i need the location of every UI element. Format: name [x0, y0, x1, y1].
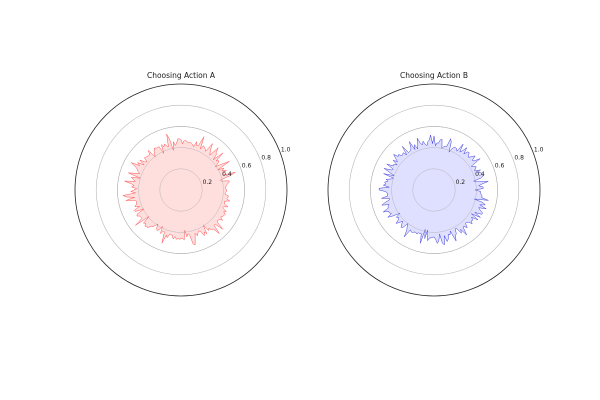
- grid-ring: [95, 104, 267, 276]
- rtick-label: 0.6: [495, 163, 505, 170]
- series-area-path: [122, 133, 236, 246]
- rtick-label: 0.2: [203, 179, 213, 186]
- outer-ring: [327, 83, 541, 297]
- grid-ring-overlay: [138, 147, 224, 233]
- polar-chart-action-b: Choosing Action B 0.2 0.4 0.6 0.8 1.0: [327, 71, 544, 297]
- grid-ring-overlay: [159, 168, 203, 212]
- chart-title: Choosing Action A: [147, 71, 216, 80]
- chart-title: Choosing Action B: [400, 71, 468, 80]
- rtick-label: 1.0: [534, 146, 544, 153]
- radial-ticks: 0.2 0.4 0.6 0.8 1.0: [203, 146, 291, 185]
- rtick-label: 0.2: [456, 179, 466, 186]
- series-area: [117, 126, 245, 254]
- grid-ring: [348, 104, 520, 276]
- radial-ticks: 0.2 0.4 0.6 0.8 1.0: [456, 146, 544, 185]
- rtick-label: 0.4: [222, 171, 232, 178]
- series-area-path: [378, 134, 489, 246]
- polar-chart-action-a: Choosing Action A 0.2 0.4 0.6 0.8 1.0: [74, 71, 291, 297]
- rtick-label: 0.8: [514, 155, 524, 162]
- rtick-label: 0.8: [261, 155, 271, 162]
- grid-ring-overlay: [117, 126, 245, 254]
- series-area: [370, 126, 498, 254]
- rtick-label: 1.0: [281, 146, 291, 153]
- grid-ring-overlay: [370, 126, 498, 254]
- rtick-label: 0.6: [242, 163, 252, 170]
- grid-ring-overlay: [391, 147, 477, 233]
- rtick-label: 0.4: [475, 171, 485, 178]
- grid-ring-overlay: [412, 168, 456, 212]
- outer-ring: [74, 83, 288, 297]
